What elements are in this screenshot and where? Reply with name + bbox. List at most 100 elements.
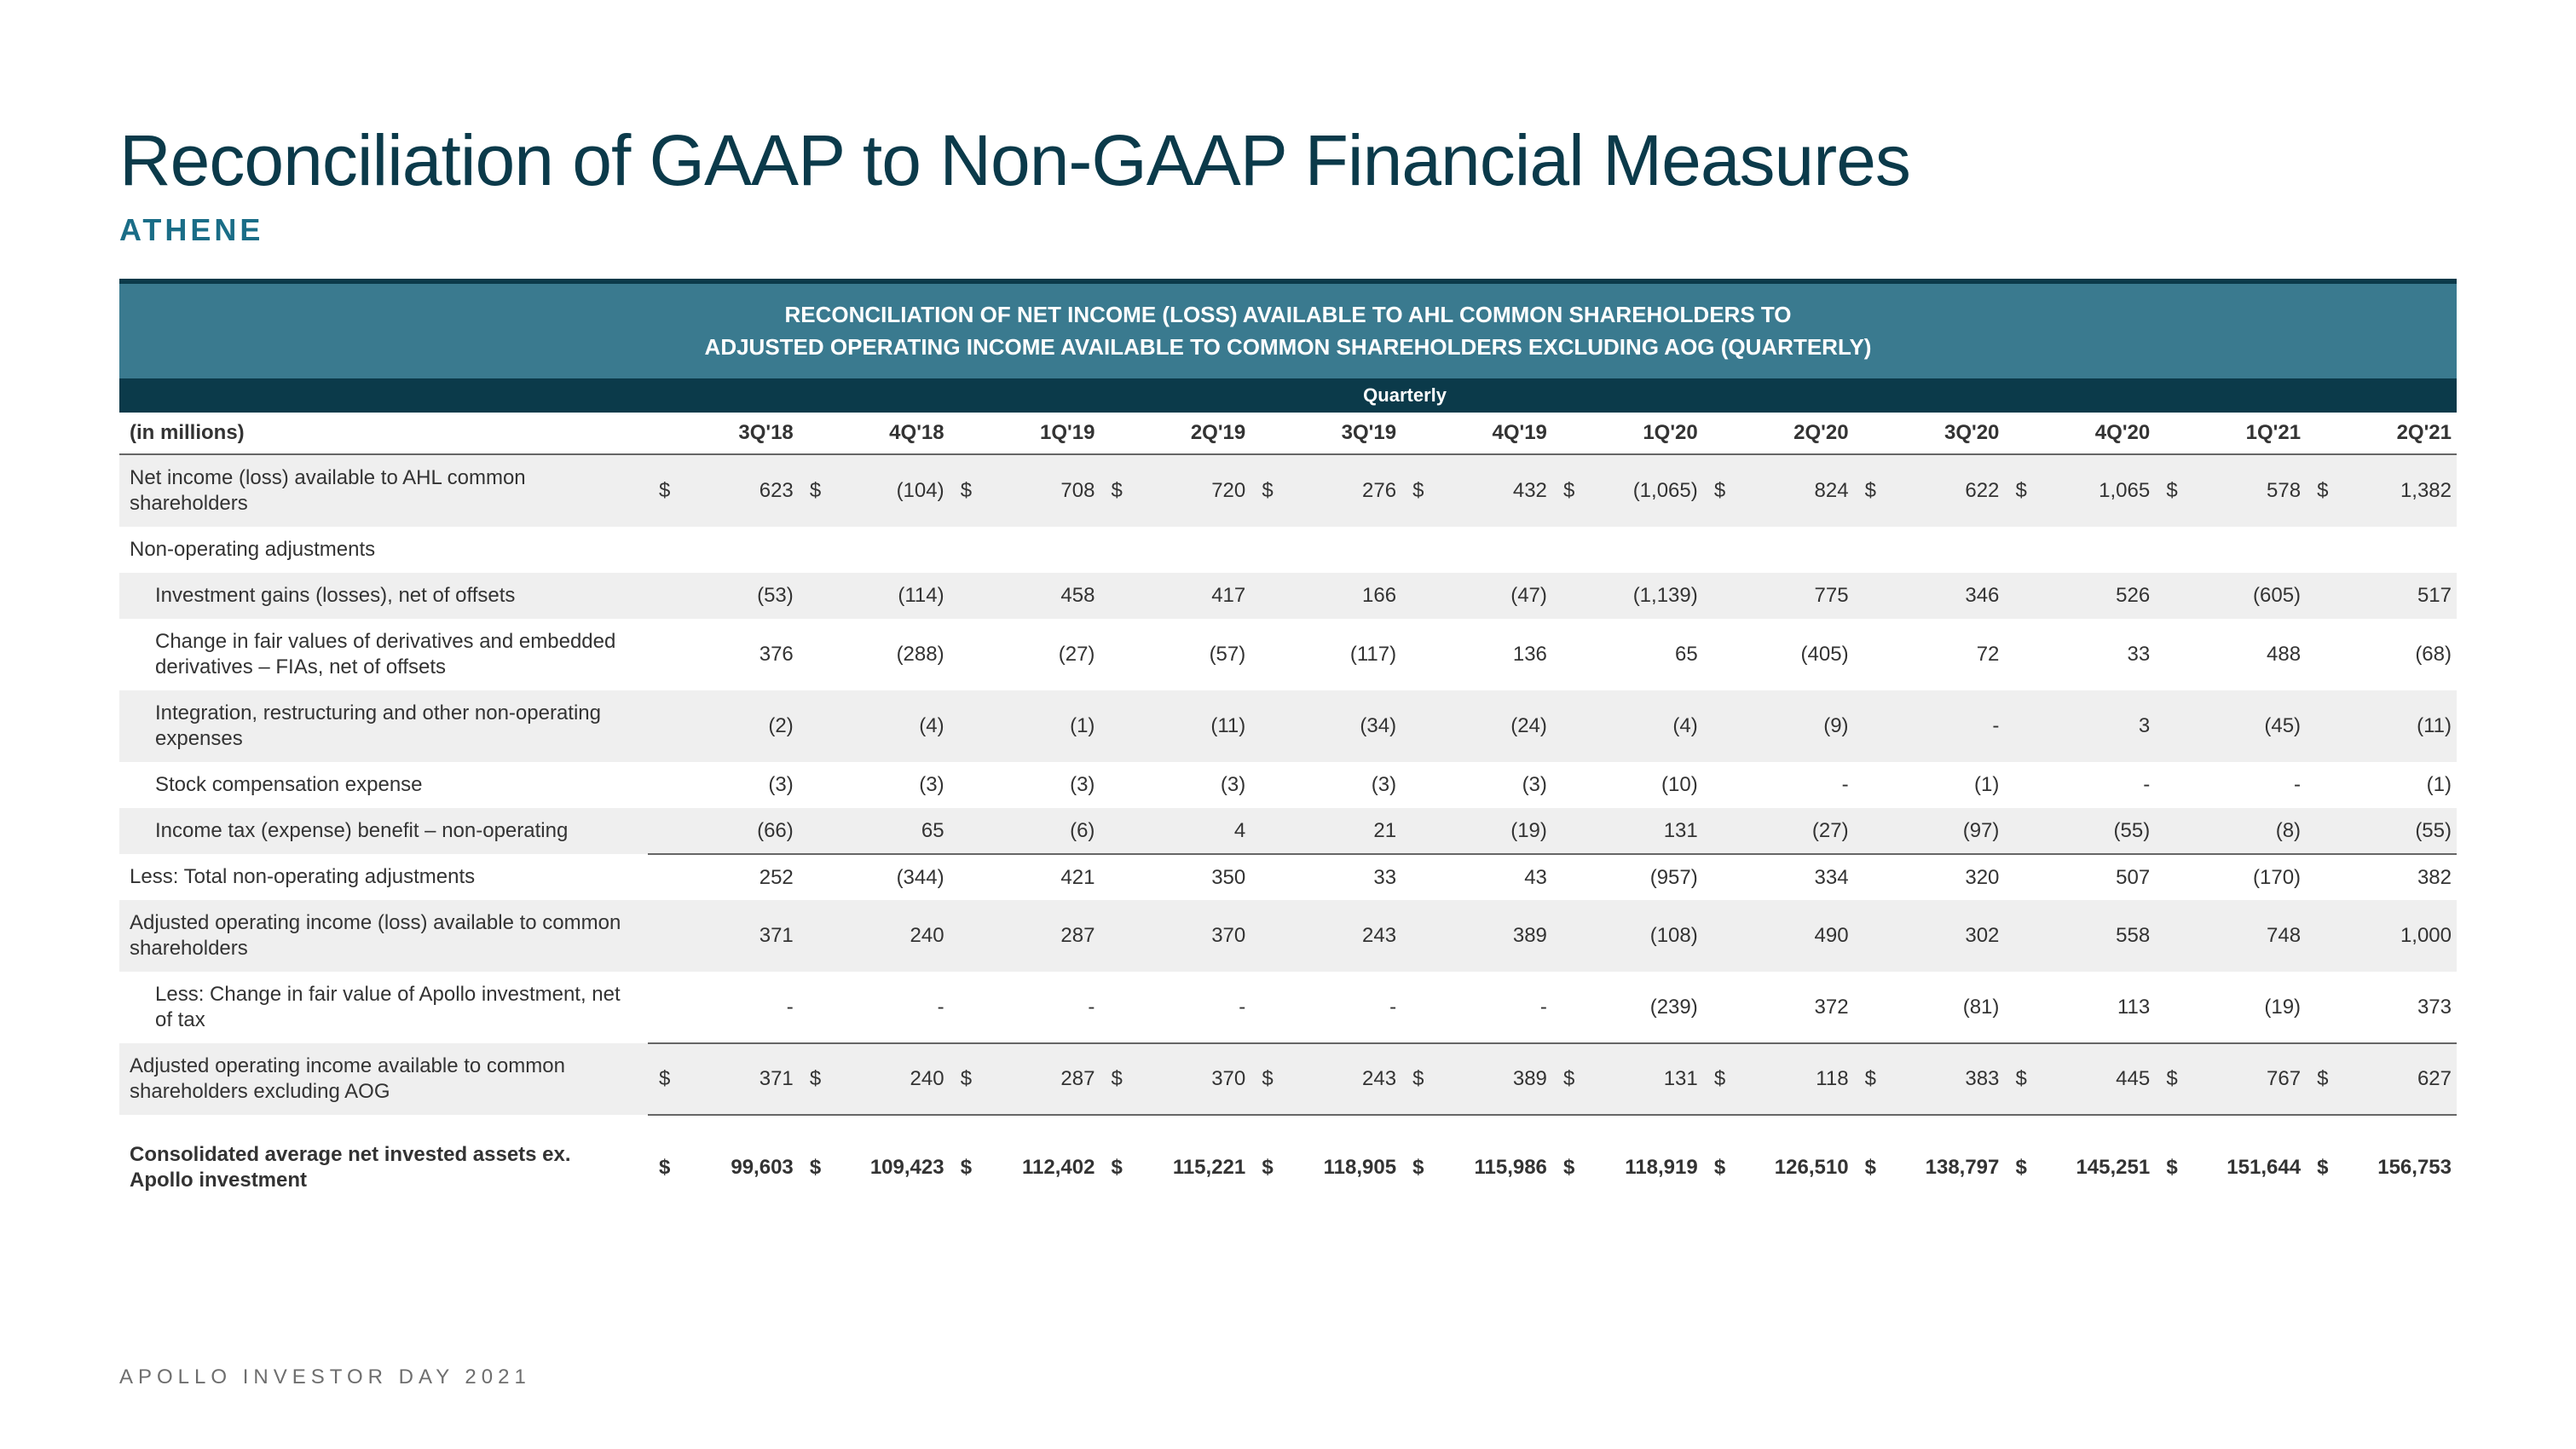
row-label: Less: Total non-operating adjustments [119, 854, 648, 900]
currency-symbol [648, 808, 672, 854]
cell-value [973, 527, 1100, 573]
cell-value: (8) [2180, 808, 2306, 854]
currency-symbol [2004, 690, 2028, 762]
cell-value: 131 [1576, 808, 1702, 854]
cell-value: (9) [1727, 690, 1853, 762]
cell-value: (24) [1426, 690, 1552, 762]
cell-value: (344) [823, 854, 949, 900]
cell-value: (3) [672, 762, 798, 808]
cell-value: - [1124, 972, 1250, 1043]
currency-symbol [1703, 900, 1727, 972]
cell-value: 240 [823, 900, 949, 972]
currency-symbol: $ [1401, 1132, 1425, 1204]
currency-symbol [1854, 854, 1878, 900]
cell-value: (3) [823, 762, 949, 808]
cell-value: 350 [1124, 854, 1250, 900]
currency-symbol [1401, 854, 1425, 900]
column-header-period: 1Q'20 [1576, 413, 1702, 454]
column-header-period: 2Q'19 [1124, 413, 1250, 454]
cell-value [2029, 527, 2155, 573]
currency-symbol [1401, 690, 1425, 762]
currency-symbol [1703, 762, 1727, 808]
column-header-period: 4Q'18 [823, 413, 949, 454]
currency-symbol [1100, 573, 1123, 619]
currency-symbol: $ [1401, 454, 1425, 527]
currency-symbol [1100, 619, 1123, 690]
table-row [119, 1115, 2457, 1132]
currency-symbol [1854, 573, 1878, 619]
table-row: Investment gains (losses), net of offset… [119, 573, 2457, 619]
currency-symbol [1401, 972, 1425, 1043]
currency-symbol [1703, 690, 1727, 762]
cell-value: (55) [2331, 808, 2458, 854]
cell-value [1275, 527, 1401, 573]
table-row: Net income (loss) available to AHL commo… [119, 454, 2457, 527]
cell-value [1727, 527, 1853, 573]
currency-symbol [1552, 573, 1576, 619]
cell-value: 302 [1878, 900, 2004, 972]
cell-value: 622 [1878, 454, 2004, 527]
currency-symbol: $ [2155, 454, 2179, 527]
cell-value: 748 [2180, 900, 2306, 972]
currency-symbol [799, 854, 823, 900]
cell-value: 558 [2029, 900, 2155, 972]
currency-symbol [950, 690, 973, 762]
table-banner: RECONCILIATION OF NET INCOME (LOSS) AVAI… [119, 279, 2457, 378]
currency-symbol: $ [1100, 1132, 1123, 1204]
cell-value: 99,603 [672, 1132, 798, 1204]
currency-symbol: $ [1703, 1043, 1727, 1115]
currency-symbol [950, 762, 973, 808]
currency-symbol [799, 808, 823, 854]
table-row: Income tax (expense) benefit – non-opera… [119, 808, 2457, 854]
currency-symbol [1552, 619, 1576, 690]
cell-value: 526 [2029, 573, 2155, 619]
cell-value: 243 [1275, 900, 1401, 972]
currency-symbol [2306, 900, 2330, 972]
cell-value: (19) [2180, 972, 2306, 1043]
currency-symbol [1401, 573, 1425, 619]
currency-symbol [1703, 854, 1727, 900]
currency-symbol: $ [950, 1043, 973, 1115]
quarterly-label: Quarterly [1363, 384, 1447, 407]
currency-symbol [1100, 690, 1123, 762]
currency-symbol [1703, 972, 1727, 1043]
cell-value: 115,986 [1426, 1132, 1552, 1204]
footer-text: APOLLO INVESTOR DAY 2021 [119, 1365, 531, 1389]
currency-symbol [799, 900, 823, 972]
currency-symbol [2004, 808, 2028, 854]
cell-value: (3) [973, 762, 1100, 808]
currency-symbol: $ [799, 454, 823, 527]
row-label: Adjusted operating income (loss) availab… [119, 900, 648, 972]
cell-value: 445 [2029, 1043, 2155, 1115]
cell-value: 65 [823, 808, 949, 854]
cell-value: 113 [2029, 972, 2155, 1043]
cell-value: (3) [1426, 762, 1552, 808]
cell-value: 382 [2331, 854, 2458, 900]
currency-symbol [2155, 762, 2179, 808]
column-header-period: 3Q'18 [672, 413, 798, 454]
currency-symbol [1401, 808, 1425, 854]
currency-symbol [1854, 690, 1878, 762]
cell-value: (605) [2180, 573, 2306, 619]
cell-value: 320 [1878, 854, 2004, 900]
currency-symbol: $ [1854, 1132, 1878, 1204]
currency-symbol: $ [1401, 1043, 1425, 1115]
cell-value: 623 [672, 454, 798, 527]
row-label: Integration, restructuring and other non… [119, 690, 648, 762]
currency-symbol: $ [2155, 1132, 2179, 1204]
cell-value: (6) [973, 808, 1100, 854]
row-label: Investment gains (losses), net of offset… [119, 573, 648, 619]
currency-symbol: $ [1250, 1132, 1274, 1204]
cell-value [1426, 527, 1552, 573]
currency-symbol [2155, 972, 2179, 1043]
cell-value: (117) [1275, 619, 1401, 690]
currency-symbol [2155, 854, 2179, 900]
row-label: Consolidated average net invested assets… [119, 1132, 648, 1204]
currency-symbol [1703, 573, 1727, 619]
currency-symbol [950, 527, 973, 573]
cell-value: 1,382 [2331, 454, 2458, 527]
currency-symbol: $ [950, 454, 973, 527]
currency-symbol [648, 690, 672, 762]
cell-value: (68) [2331, 619, 2458, 690]
cell-value: (97) [1878, 808, 2004, 854]
